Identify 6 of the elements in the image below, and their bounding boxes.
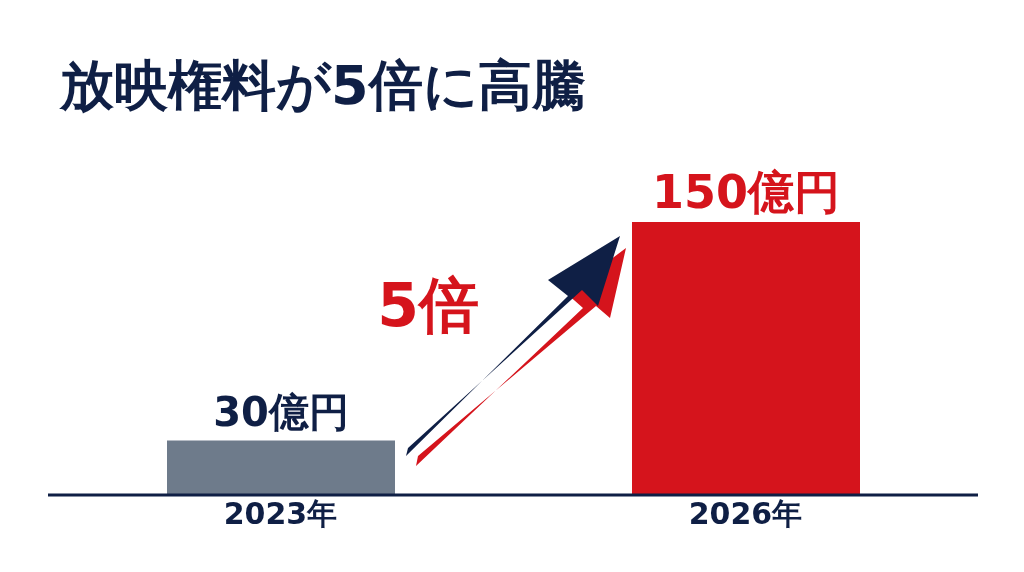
data-label: 150億円 — [651, 165, 841, 219]
x-tick-label: 2023年 — [223, 496, 338, 532]
x-tick-label: 2026年 — [688, 496, 803, 532]
chart-title: 放映権料が5倍に高騰 — [60, 53, 586, 119]
annotation: 5倍 — [377, 270, 479, 340]
data-label: 30億円 — [213, 389, 349, 436]
